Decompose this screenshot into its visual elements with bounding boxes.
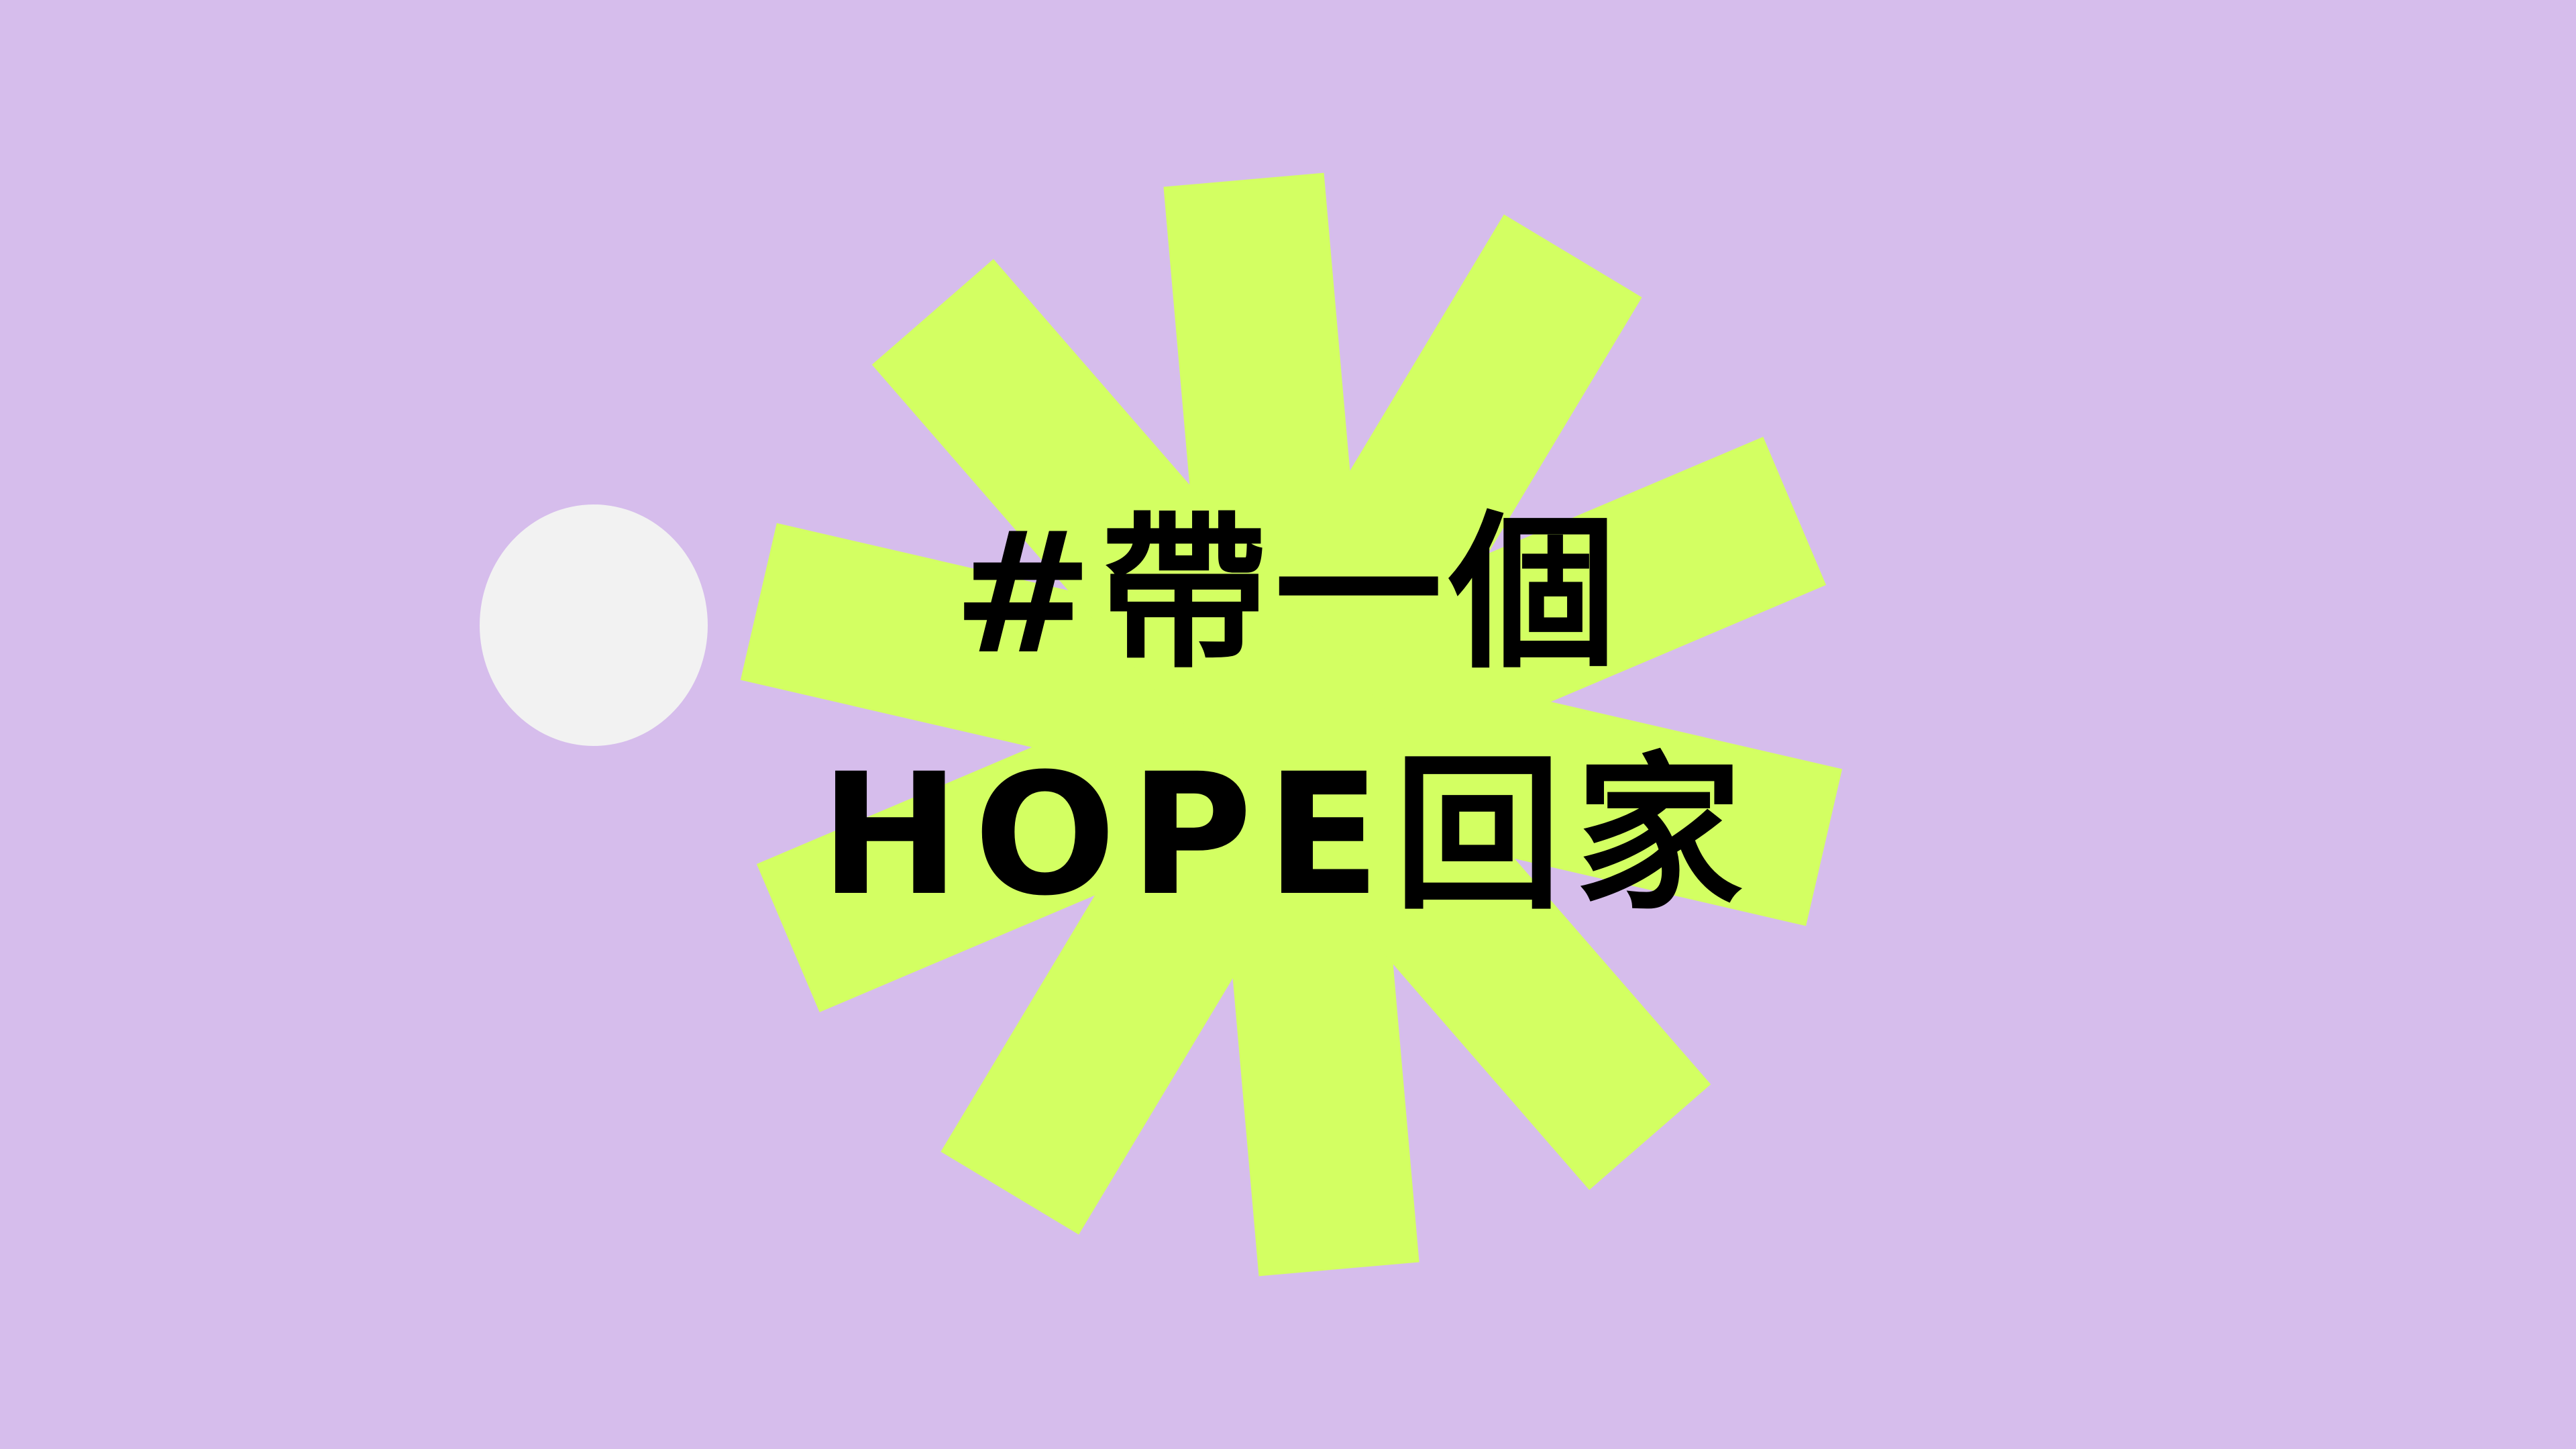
asterisk-shape [740,172,1843,1277]
circle-dot [480,504,708,746]
headline-line-1: #帶一個 [953,496,1623,691]
asterisk-arm [871,259,1711,1190]
headline-line-2: HOPE回家 [820,737,1756,932]
